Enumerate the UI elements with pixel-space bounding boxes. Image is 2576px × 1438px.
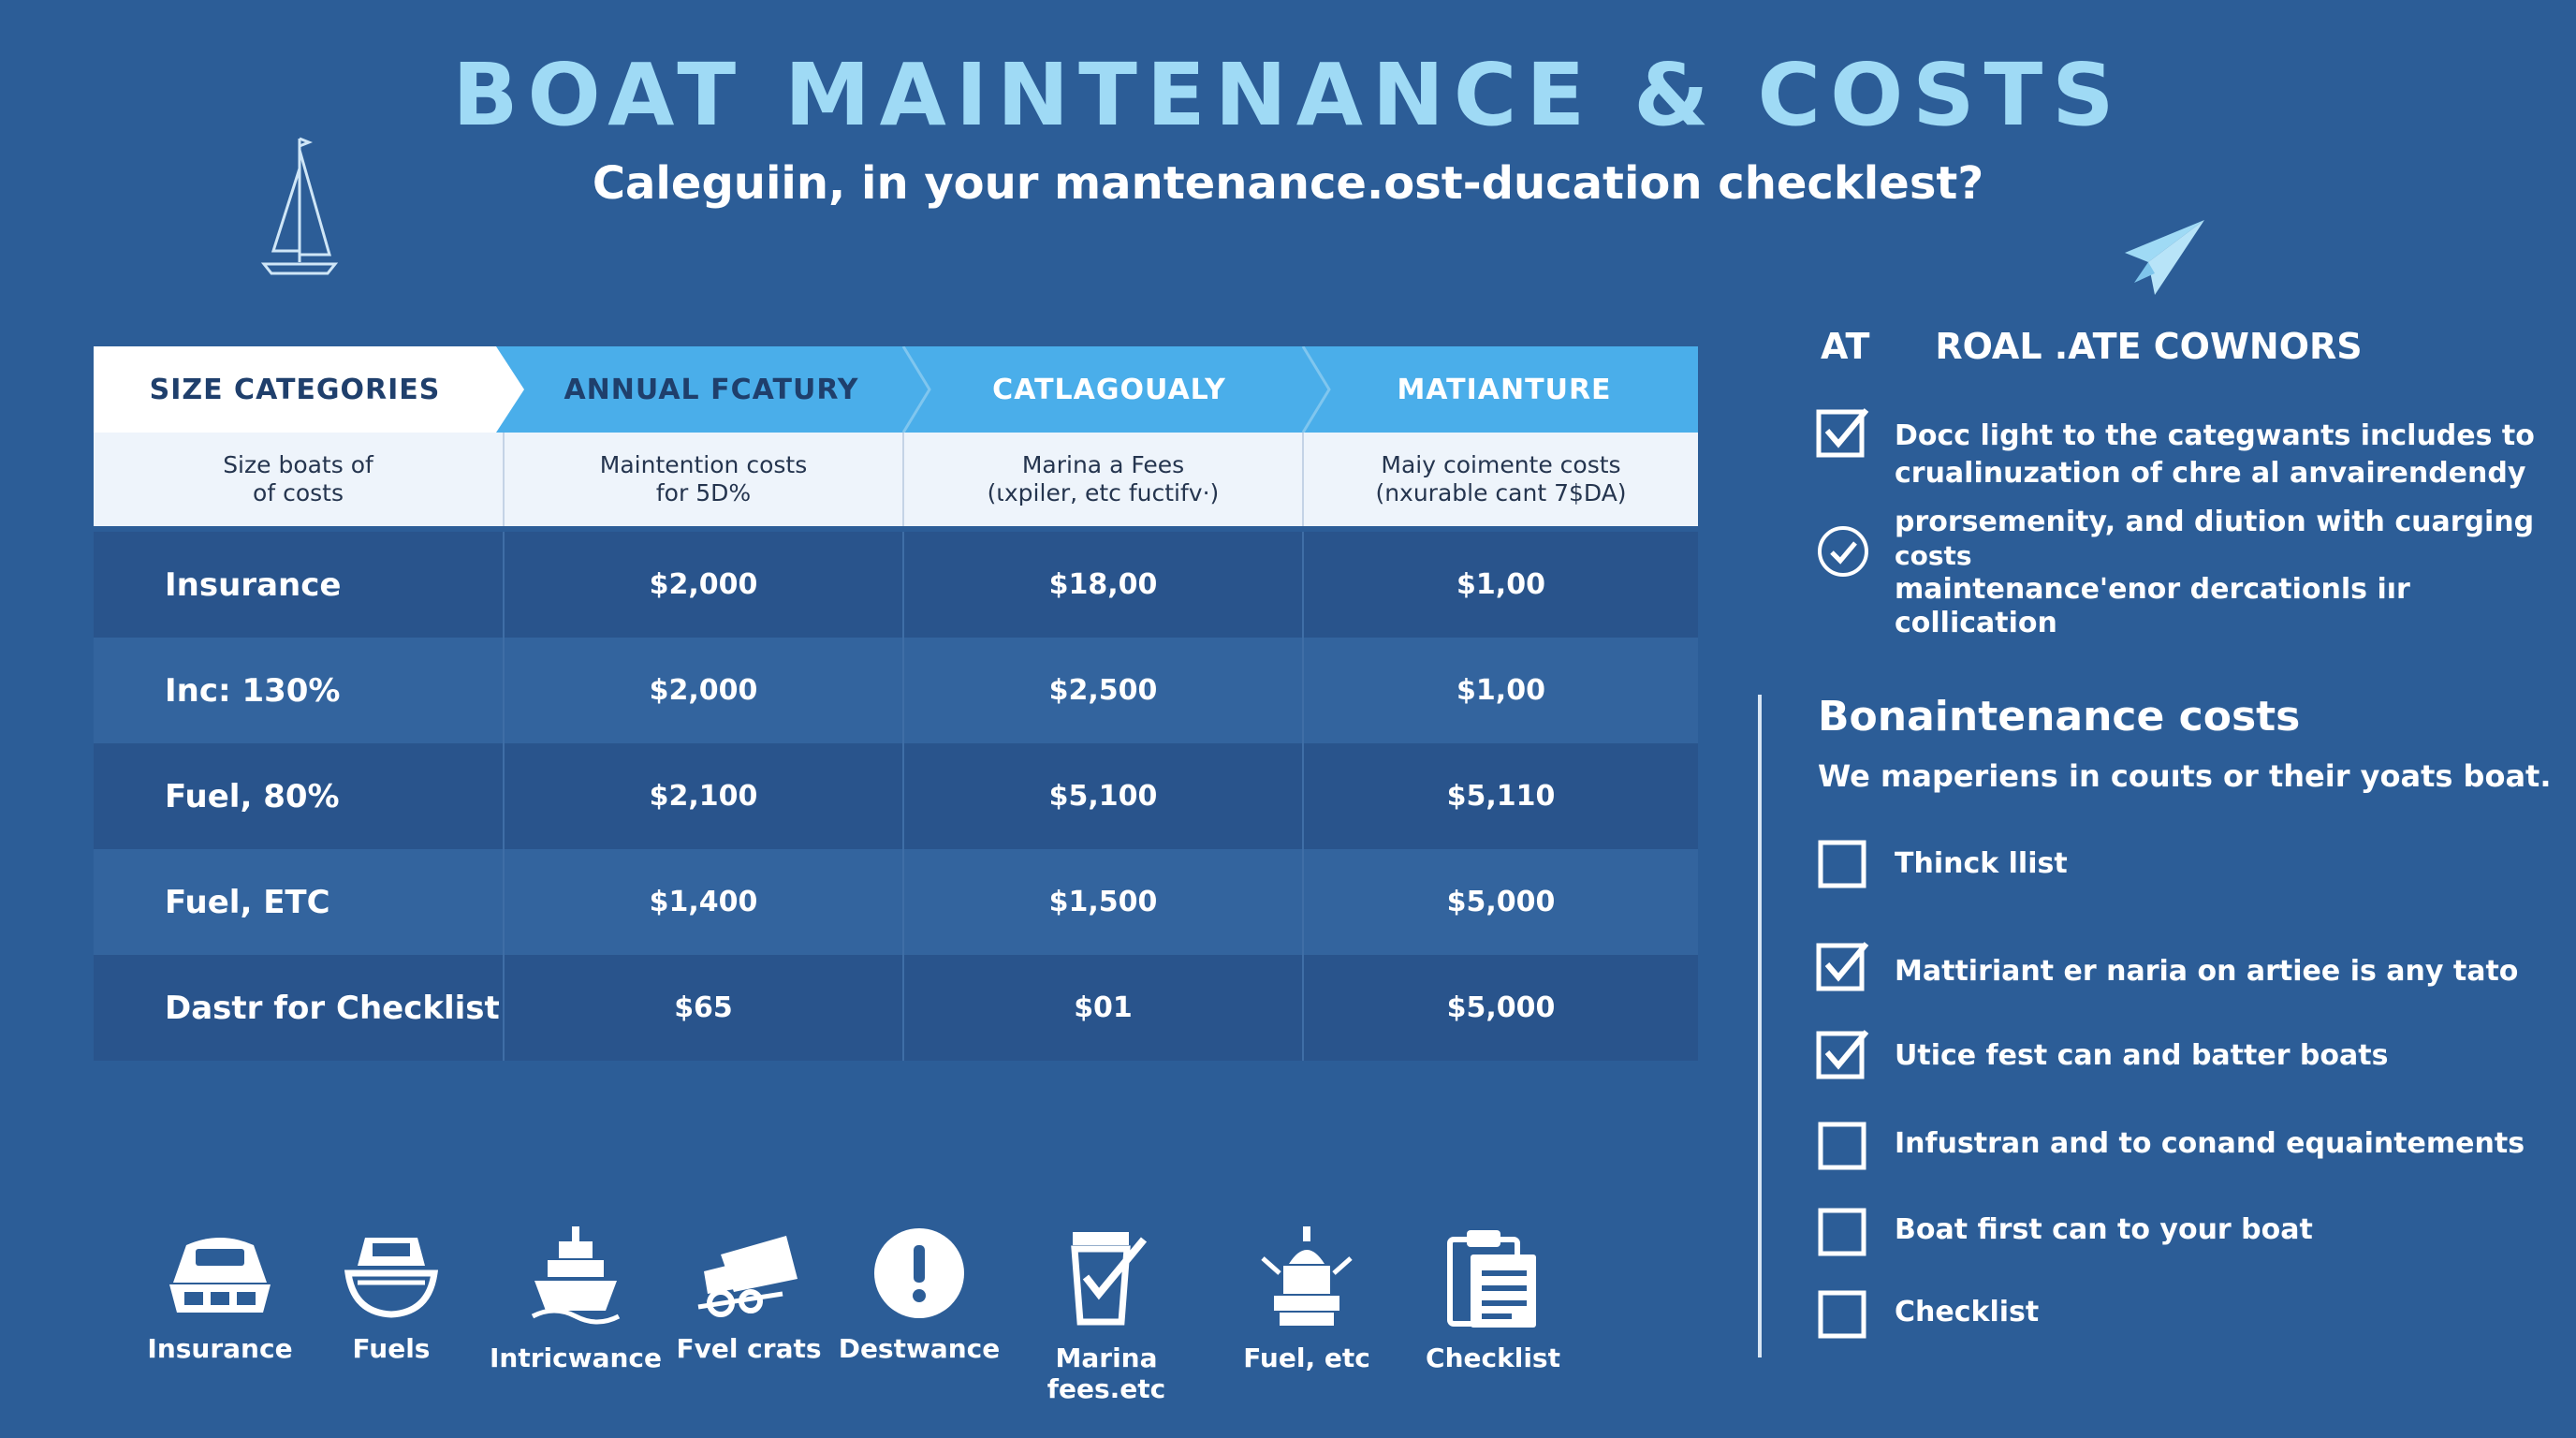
row-value: $18,00 [904, 532, 1304, 638]
row-label: Dastr for Checklist [94, 955, 505, 1061]
owners-heading: AT ROAL .ATE COWNORS [1821, 326, 2363, 367]
checklist-item[interactable]: Infustran and to conand equaintements [1816, 1120, 2525, 1174]
subheader-cell: Size boats of of costs [94, 433, 505, 526]
header-category: CATLAGOUALY [992, 373, 1226, 406]
info-item: Docc light to the categwants includes to… [1816, 404, 2535, 492]
table-subheader-row: Size boats of of costs Maintention costs f… [94, 433, 1698, 526]
boat-hull-icon [344, 1238, 438, 1318]
table-row: Inc: 130% $2,000 $2,500 $1,00 [94, 638, 1698, 743]
row-value: $1,500 [904, 849, 1304, 955]
checked-box-icon [1816, 408, 1869, 458]
checklist-item[interactable]: Utice fest can and batter boats [1816, 1026, 2388, 1080]
row-value: $1,00 [1456, 674, 1545, 707]
cost-table: SIZE CATEGORIES ANNUAL FCATURY CATLAGOUA… [94, 346, 1698, 1063]
header-maintenance: MATIANTURE [1397, 373, 1612, 406]
page-subtitle: Caleguiin, in your mantenance.ost-ducati… [592, 157, 1984, 210]
category-fuel-etc: Fuel, etc [1213, 1226, 1400, 1373]
unchecked-box-icon[interactable] [1816, 1206, 1870, 1260]
paper-plane-icon [2125, 220, 2204, 295]
buoy-icon [1261, 1226, 1353, 1326]
row-label: Fuel, 80% [94, 743, 505, 849]
subheader-cell: Maiy coimente costs (nxurable cant 7$DA) [1375, 451, 1627, 506]
page-title: BOAT MAINTENANCE & COSTS [452, 45, 2124, 145]
panel-divider [1758, 695, 1762, 1357]
unchecked-box-icon[interactable] [1816, 838, 1870, 892]
checklist-item[interactable]: Checklist [1816, 1288, 2039, 1343]
unchecked-box-icon[interactable] [1816, 1120, 1870, 1174]
unchecked-box-icon[interactable] [1816, 1288, 1870, 1343]
maintenance-subtitle: We maperiens in couıts or their yoats bo… [1818, 758, 2552, 794]
clipboard-icon [1447, 1230, 1536, 1328]
category-fuels: Fuels [298, 1226, 485, 1364]
row-value: $5,110 [1446, 780, 1556, 813]
table-row: Fuel, ETC $1,400 $1,500 $5,000 [94, 849, 1698, 955]
table-row: Dastr for Checklist $65 $01 $5,000 [94, 955, 1698, 1061]
maintenance-heading: Bonaintenance costs [1818, 693, 2301, 741]
row-value: $2,000 [505, 638, 904, 743]
table-header-row: SIZE CATEGORIES ANNUAL FCATURY CATLAGOUA… [94, 346, 1698, 433]
checklist-item[interactable]: Boat first can to your boat [1816, 1206, 2313, 1260]
header-annual: ANNUAL FCATURY [564, 373, 859, 406]
header-chevrons [94, 346, 1698, 433]
row-label: Fuel, ETC [94, 849, 505, 955]
subheader-cell: Maintention costs for 5D% [505, 433, 904, 526]
category-checklist: Checklist [1399, 1226, 1587, 1373]
check-circle-icon [1818, 526, 1868, 577]
category-insurance: Insurance [126, 1226, 314, 1364]
row-label: Inc: 130% [94, 638, 505, 743]
header-size-categories: SIZE CATEGORIES [149, 373, 441, 406]
boat-front-icon [169, 1238, 271, 1313]
row-value: $65 [505, 955, 904, 1061]
category-marina-fees: Marina fees.etc [1013, 1226, 1200, 1404]
table-row: Insurance $2,000 $18,00 $1,00 [94, 532, 1698, 638]
row-value: $2,500 [904, 638, 1304, 743]
checked-box-icon[interactable] [1816, 938, 1870, 992]
bucket-check-icon [1071, 1232, 1148, 1326]
category-fuel-carts: Fvel crats [655, 1226, 842, 1364]
row-value: $2,000 [505, 532, 904, 638]
category-destwance: Destwance [826, 1226, 1013, 1364]
alert-icon [874, 1228, 964, 1318]
category-intricwance: Intricwance [482, 1226, 669, 1373]
row-value: $5,100 [904, 743, 1304, 849]
subheader-cell: Marina a Fees (ιxpiler, etc fuctifv·) [904, 433, 1304, 526]
checklist-item[interactable]: Thinck llist [1816, 838, 2068, 892]
checked-box-icon[interactable] [1816, 1026, 1870, 1080]
info-item: prorsemenity, and diution with cuarging … [1816, 506, 2576, 640]
row-value: $2,100 [505, 743, 904, 849]
table-row: Fuel, 80% $2,100 $5,100 $5,110 [94, 743, 1698, 849]
row-value: $1,00 [1456, 568, 1545, 601]
checklist-item[interactable]: Mattiriant er naria on artiee is any tat… [1816, 938, 2518, 992]
fuel-cart-icon [697, 1236, 798, 1317]
sailboat-icon [260, 137, 339, 275]
row-value: $1,400 [505, 849, 904, 955]
row-label: Insurance [94, 532, 505, 638]
ship-icon [531, 1226, 621, 1325]
row-value: $5,000 [1446, 991, 1556, 1024]
row-value: $01 [904, 955, 1304, 1061]
row-value: $5,000 [1446, 886, 1556, 918]
